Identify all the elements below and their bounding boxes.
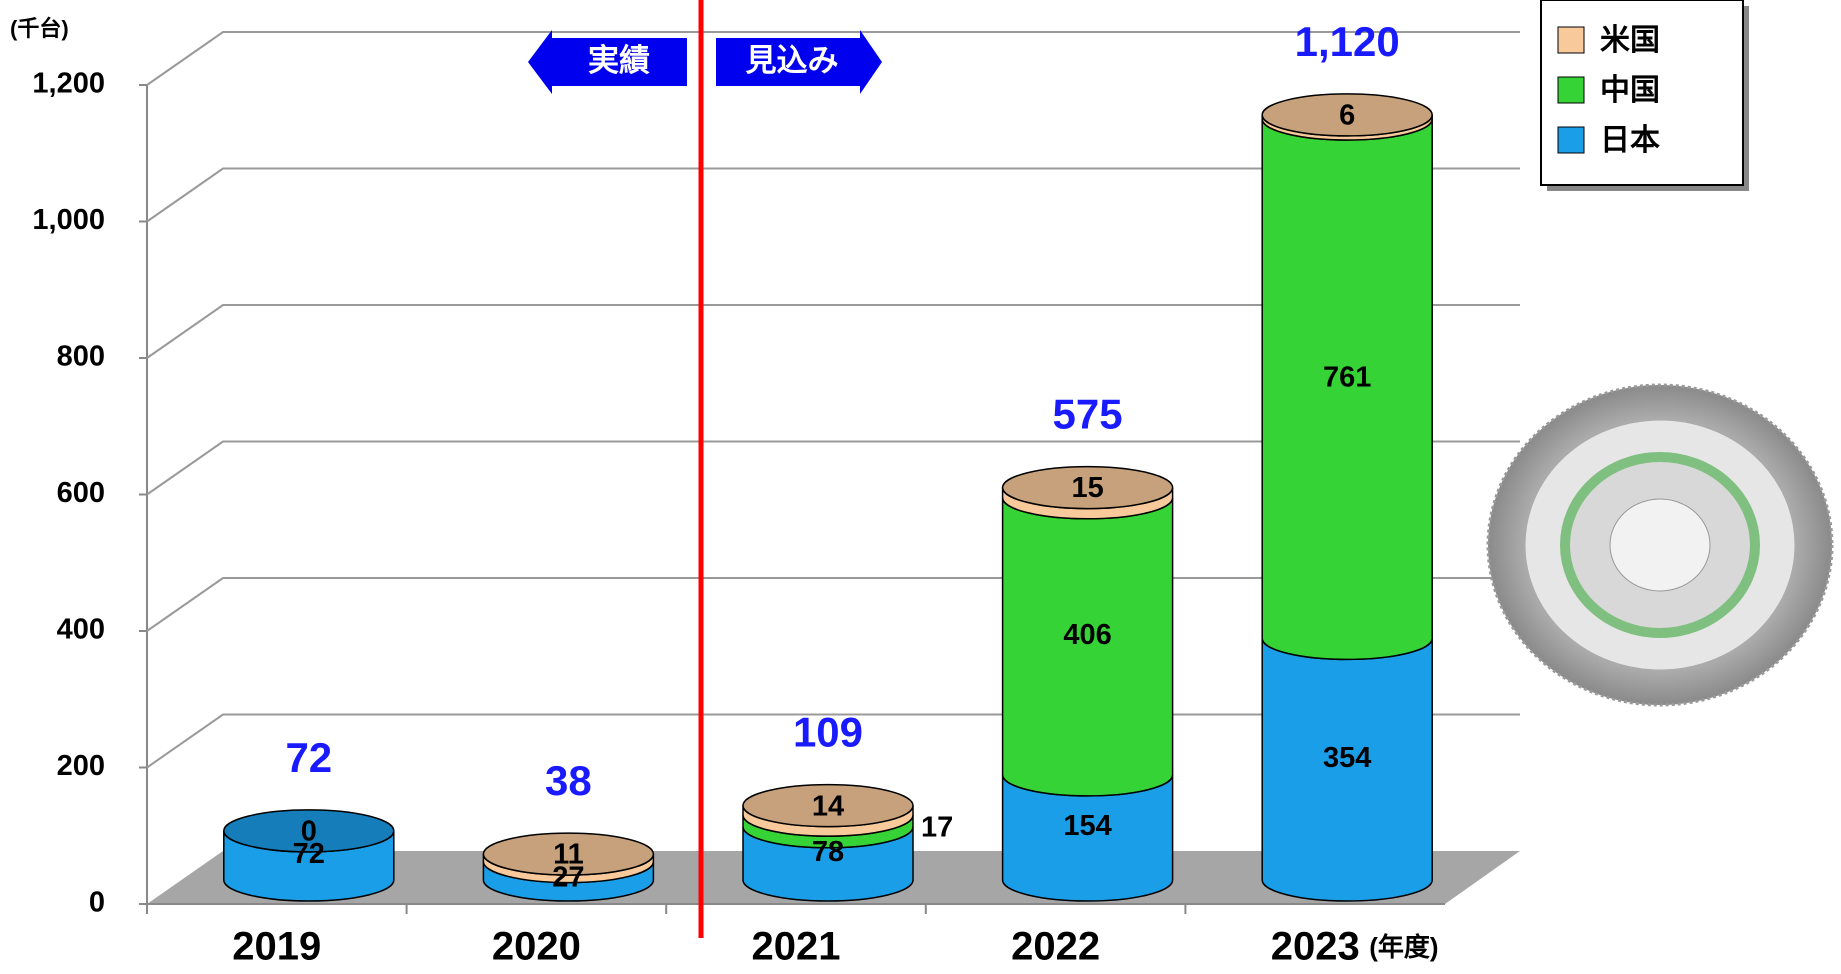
arrow-shape [716,30,882,94]
data-label: 72 [293,838,325,870]
x-tick-label: 2023 [1271,925,1360,969]
x-tick-label: 2021 [752,925,841,969]
total-label: 38 [545,757,592,804]
legend-swatch [1557,26,1585,54]
cylinder-cap [1261,93,1433,137]
x-tick-label: 2022 [1011,925,1100,969]
cylinder-cap [742,783,914,828]
data-label: 406 [1063,619,1111,651]
x-unit-label: (年度) [1369,932,1438,962]
y-tick-label: 800 [57,341,105,373]
total-label: 109 [793,709,863,756]
y-tick-label: 1,000 [32,204,105,236]
total-label: 72 [285,734,332,781]
gear-hub [1609,498,1711,592]
data-label: 14 [812,790,844,822]
legend-label: 中国 [1600,74,1660,107]
annotation: 実績 [588,43,650,78]
grid-line [146,31,1520,86]
unit-label: (千台) [10,16,69,41]
cylinder-cap [223,809,395,853]
y-tick-label: 200 [57,750,105,782]
data-label: 6 [1339,100,1355,132]
grid-line [146,304,1520,359]
x-tick-label: 2019 [232,925,321,969]
legend-swatch [1557,126,1585,154]
arrow-shape [528,30,687,94]
data-label: 154 [1063,810,1111,842]
forecast-arrow: 見込み [716,30,882,94]
actual-arrow: 実績 [528,30,687,94]
data-label: 27 [552,861,584,893]
y-tick-label: 0 [89,887,105,919]
y-tick-label: 400 [57,614,105,646]
data-label: 761 [1323,361,1371,393]
cylinder-cap [1001,465,1174,510]
product-illustration [1486,383,1834,707]
annotation: 見込み [746,43,839,78]
data-label: 0 [301,816,317,848]
legend-swatch [1557,76,1585,104]
data-label: 78 [812,836,844,868]
legend-label: 米国 [1600,24,1660,57]
total-label: 575 [1053,391,1123,438]
data-label: 15 [1071,472,1103,504]
y-tick-label: 1,200 [32,68,105,100]
cylinder-cap [482,832,655,876]
legend-label: 日本 [1600,124,1660,157]
data-label: 11 [553,839,584,871]
grid-line [146,167,1520,223]
grid-line [146,440,1520,496]
total-label: 1,120 [1295,18,1400,65]
bars: 2019720722020271138202178171410920221544… [223,18,1439,969]
x-tick-label: 2020 [492,925,581,969]
y-tick-label: 600 [57,477,105,509]
data-label: 17 [921,812,953,844]
data-label: 354 [1323,742,1371,774]
